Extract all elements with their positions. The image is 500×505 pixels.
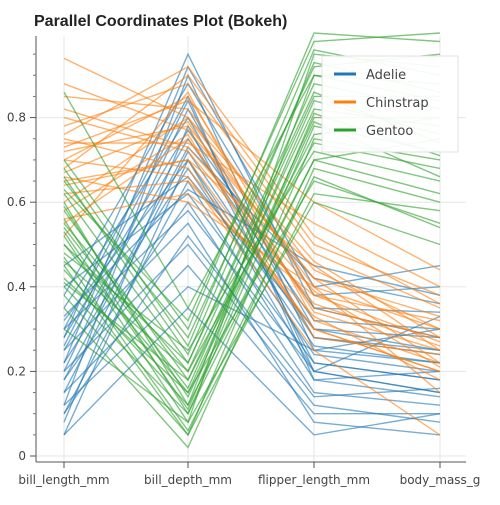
series-line-chinstrap [63, 108, 441, 368]
x-axis-label-bill-depth-mm: bill_depth_mm [144, 473, 232, 487]
series-line-chinstrap [63, 180, 441, 381]
series-line-chinstrap [63, 90, 441, 364]
series-line-adelie [63, 307, 441, 436]
series-line-adelie [63, 222, 441, 436]
series-line-adelie [63, 209, 441, 394]
series-line-gentoo [63, 201, 441, 424]
series-line-adelie [63, 200, 441, 406]
y-tick-label: 0 [18, 449, 26, 463]
legend: Adelie Chinstrap Gentoo [321, 55, 459, 153]
x-axis-label-flipper-length-mm: flipper_length_mm [258, 473, 370, 487]
series-line-chinstrap [63, 57, 441, 339]
chart-title: Parallel Coordinates Plot (Bokeh) [34, 13, 287, 30]
legend-label-chinstrap: Chinstrap [366, 96, 429, 111]
series-line-chinstrap [63, 82, 441, 309]
series-lines-layer [63, 32, 441, 449]
legend-box [321, 55, 459, 153]
series-line-chinstrap [63, 83, 441, 318]
x-axis-label-body-mass-g: body_mass_g [400, 473, 481, 487]
series-line-gentoo [63, 32, 441, 322]
series-line-gentoo [63, 175, 441, 432]
series-line-gentoo [63, 167, 441, 449]
x-axis-label-bill-length-mm: bill_length_mm [18, 473, 109, 487]
series-line-gentoo [63, 159, 441, 407]
legend-label-gentoo: Gentoo [366, 124, 413, 139]
series-line-adelie [63, 65, 441, 364]
series-line-gentoo [63, 112, 441, 411]
legend-label-adelie: Adelie [366, 68, 406, 83]
series-line-chinstrap [63, 120, 441, 351]
y-tick-label: 0.2 [7, 364, 26, 378]
series-line-adelie [63, 192, 441, 381]
axes-layer: 0 0.2 0.4 0.6 0.8 bill_length_mm bill_depth_mm… [7, 36, 481, 487]
series-line-chinstrap [63, 99, 441, 271]
series-line-chinstrap [64, 142, 441, 288]
series-line-chinstrap [63, 159, 441, 436]
y-tick-label: 0.6 [7, 195, 26, 209]
y-tick-label: 0.8 [7, 111, 26, 125]
y-tick-label: 0.4 [7, 280, 26, 294]
